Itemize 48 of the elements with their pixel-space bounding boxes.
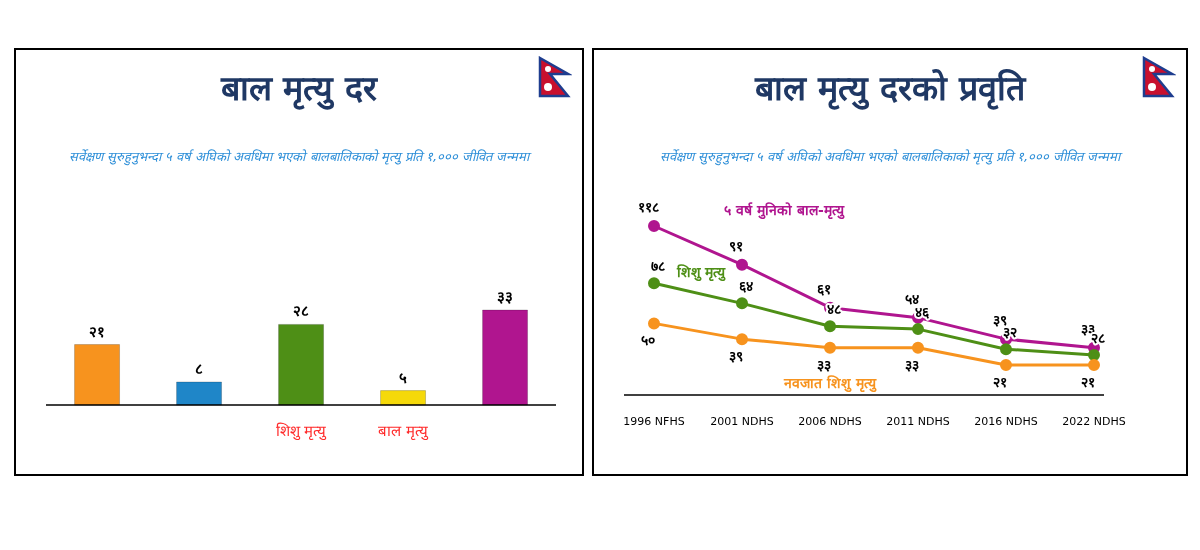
point <box>824 341 836 354</box>
chart-title: बाल मृत्यु दरको प्रवृति <box>753 67 1028 110</box>
point <box>736 297 748 310</box>
x-tick-label: 1996 NFHS <box>623 414 685 428</box>
point <box>1088 348 1100 361</box>
data-label: २८ <box>293 302 310 321</box>
data-label: ३३ <box>497 288 514 306</box>
series-label: नवजात शिशु मृत्यु <box>783 374 877 393</box>
x-tick-label: 2016 NDHS <box>974 414 1038 428</box>
data-label: ६१ <box>817 280 831 297</box>
data-label: ८ <box>195 359 204 378</box>
point <box>1000 358 1012 371</box>
data-label: ११८ <box>637 199 659 215</box>
point <box>912 323 924 336</box>
data-label: ३३ <box>817 356 831 373</box>
data-label: २१ <box>993 373 1007 390</box>
point <box>1000 343 1012 356</box>
data-label: ५४ <box>905 290 919 307</box>
data-label: ४६ <box>915 304 930 321</box>
point <box>648 317 660 330</box>
x-tick-label: शिशु मृत्यु <box>275 421 328 441</box>
point <box>648 220 660 232</box>
chart-subtitle: सर्वेक्षण सुरुहुनुभन्दा ५ वर्ष अघिको अवधिमा भएको बालबालिकाको मृत्यु प्रति १,००० जीवित जन्ममा <box>67 148 533 166</box>
data-label: ५ <box>399 368 408 387</box>
point <box>1088 358 1100 371</box>
x-tick-label: 2001 NDHS <box>710 414 774 428</box>
point <box>824 320 836 333</box>
data-label: ३९ <box>993 312 1007 329</box>
data-label: ७८ <box>651 258 665 275</box>
x-tick-label: 2011 NDHS <box>886 414 950 428</box>
x-tick-label: 2006 NDHS <box>798 414 862 428</box>
series-label: शिशु मृत्यु <box>675 264 727 283</box>
text: ५ वर्ष मुनिको बाल-मृत्यु <box>724 201 845 220</box>
chart-subtitle: सर्वेक्षण सुरुहुनुभन्दा ५ वर्ष अघिको अवधिमा भएको बालबालिकाको मृत्यु प्रति १,००० जीवित जन्ममा <box>658 148 1124 166</box>
x-tick-label: बाल मृत्यु <box>378 421 429 441</box>
data-label: ६४ <box>739 278 753 295</box>
data-label: ५० <box>641 332 655 349</box>
data-label: २१ <box>1081 373 1095 390</box>
x-tick-label: 2022 NDHS <box>1062 414 1126 428</box>
data-label: २१ <box>89 322 106 341</box>
data-label: ३९ <box>729 348 743 365</box>
chart-title: बाल मृत्यु दर <box>219 67 379 110</box>
data-label: ३३ <box>905 356 919 373</box>
data-label: ९१ <box>729 237 743 254</box>
point <box>912 341 924 354</box>
point <box>736 258 748 271</box>
point <box>736 333 748 346</box>
point <box>648 277 660 290</box>
